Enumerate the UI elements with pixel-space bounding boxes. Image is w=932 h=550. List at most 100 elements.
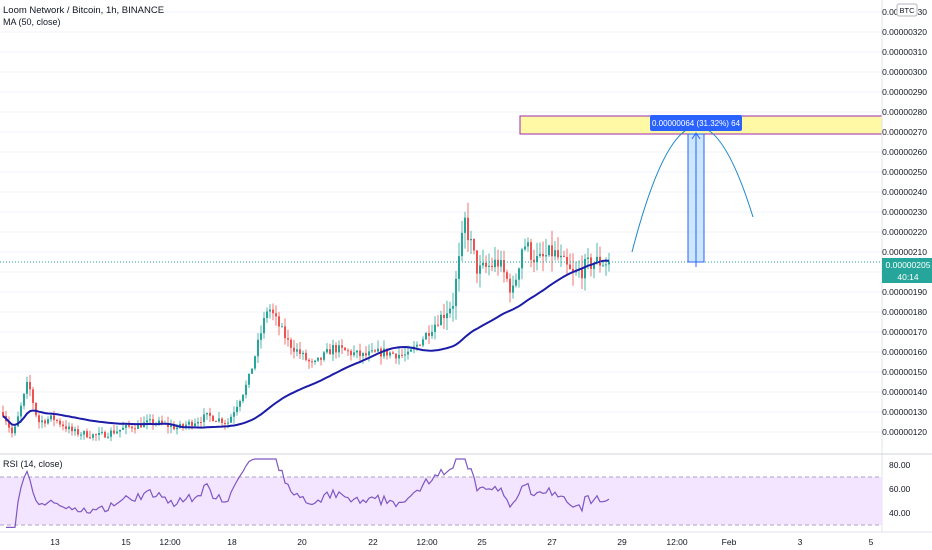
candle-body — [14, 426, 16, 434]
candle-body — [530, 242, 532, 260]
candle-body — [548, 245, 550, 256]
candle-body — [329, 349, 331, 355]
candle-body — [224, 422, 226, 424]
rsi-tick-label: 60.00 — [889, 484, 911, 494]
candle-body — [299, 349, 301, 355]
measure-label: 0.00000064 (31.32%) 64 — [652, 119, 741, 128]
candle-body — [569, 264, 571, 269]
candle-body — [416, 344, 418, 347]
candle-body — [173, 425, 175, 430]
candle-body — [38, 415, 40, 423]
time-tick-label: Feb — [722, 537, 737, 547]
candle-body — [419, 344, 421, 346]
candle-body — [86, 431, 88, 438]
candle-body — [17, 416, 19, 427]
candle-body — [215, 421, 217, 423]
candle-body — [464, 217, 466, 233]
ma-line — [2, 259, 610, 429]
candle-body — [83, 431, 85, 435]
candle-body — [104, 431, 106, 438]
candle-body — [602, 265, 604, 267]
candle-body — [335, 344, 337, 353]
time-tick-label: 3 — [798, 537, 803, 547]
candle-body — [2, 412, 4, 416]
candle-body — [455, 278, 457, 307]
candle-body — [422, 339, 424, 346]
currency-badge[interactable]: BTC — [900, 6, 916, 15]
candle-body — [77, 429, 79, 435]
candle-body — [449, 308, 451, 314]
candle-body — [587, 257, 589, 259]
time-tick-label: 12:00 — [666, 537, 688, 547]
candle-body — [560, 255, 562, 258]
chart-title: Loom Network / Bitcoin, 1h, BINANCE — [3, 5, 164, 16]
time-tick-label: 29 — [617, 537, 627, 547]
price-tick-label: 0.00000150 — [882, 367, 927, 377]
candle-body — [122, 427, 124, 430]
currency-badge-box — [896, 3, 918, 17]
candle-body — [605, 264, 607, 266]
candle-body — [182, 423, 184, 427]
candle-body — [107, 436, 109, 438]
price-tick-label: 0.00000160 — [882, 347, 927, 357]
candle-body — [494, 259, 496, 268]
price-tick-label: 0.00000120 — [882, 427, 927, 437]
time-axis[interactable]: 13 15 12:00 18 20 22 12:00 25 27 29 12:00 Feb 3 5 — [50, 537, 873, 547]
ma-indicator-label[interactable]: MA (50, close) — [3, 17, 61, 27]
candle-body — [368, 351, 370, 356]
current-price-tag — [882, 258, 932, 283]
candle-body — [608, 261, 610, 265]
measure-label-box — [650, 115, 742, 131]
candle-body — [275, 313, 277, 317]
candle-body — [362, 353, 364, 357]
candle-body — [341, 345, 343, 348]
candle-body — [410, 349, 412, 352]
price-tick-label: 0.00000260 — [882, 147, 927, 157]
candle-body — [230, 416, 232, 423]
price-axis[interactable]: 0.000003300.000003200.000003100.00000300… — [882, 7, 927, 437]
candle-body — [44, 420, 46, 424]
time-tick-label: 22 — [368, 537, 378, 547]
candle-body — [338, 345, 340, 353]
candle-body — [332, 344, 334, 355]
candle-body — [161, 420, 163, 424]
candle-body — [383, 348, 385, 357]
candle-body — [497, 259, 499, 267]
rsi-title[interactable]: RSI (14, close) — [3, 459, 63, 469]
price-grid — [0, 11, 882, 433]
candle-body — [527, 242, 529, 247]
candle-body — [509, 278, 511, 293]
time-tick-label: 25 — [477, 537, 487, 547]
candle-body — [323, 352, 325, 360]
candle-body — [239, 401, 241, 407]
candle-body — [119, 429, 121, 432]
candlestick-series — [2, 202, 610, 442]
candle-body — [296, 349, 298, 352]
candle-body — [551, 245, 553, 257]
rsi-band — [0, 477, 882, 525]
candle-body — [53, 415, 55, 420]
candle-body — [485, 262, 487, 267]
candle-body — [395, 353, 397, 359]
candle-body — [80, 434, 82, 436]
candle-body — [440, 314, 442, 326]
candle-body — [287, 338, 289, 340]
candle-body — [194, 423, 196, 426]
candle-body — [365, 353, 367, 356]
candle-body — [212, 415, 214, 422]
time-tick-label: 20 — [297, 537, 307, 547]
candle-body — [479, 265, 481, 274]
candle-body — [176, 427, 178, 430]
candle-body — [581, 269, 583, 279]
candle-body — [500, 260, 502, 267]
price-tick-label: 0.00000140 — [882, 387, 927, 397]
candle-body — [95, 434, 97, 436]
candle-body — [389, 352, 391, 356]
candle-body — [188, 421, 190, 425]
candle-body — [110, 430, 112, 437]
candle-body — [221, 418, 223, 423]
candle-body — [398, 354, 400, 359]
candle-body — [317, 357, 319, 361]
candle-body — [590, 257, 592, 269]
